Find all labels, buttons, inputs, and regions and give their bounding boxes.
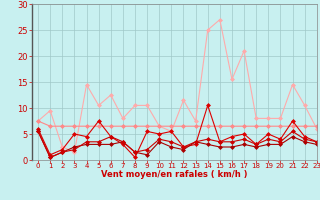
X-axis label: Vent moyen/en rafales ( km/h ): Vent moyen/en rafales ( km/h ) xyxy=(101,170,248,179)
